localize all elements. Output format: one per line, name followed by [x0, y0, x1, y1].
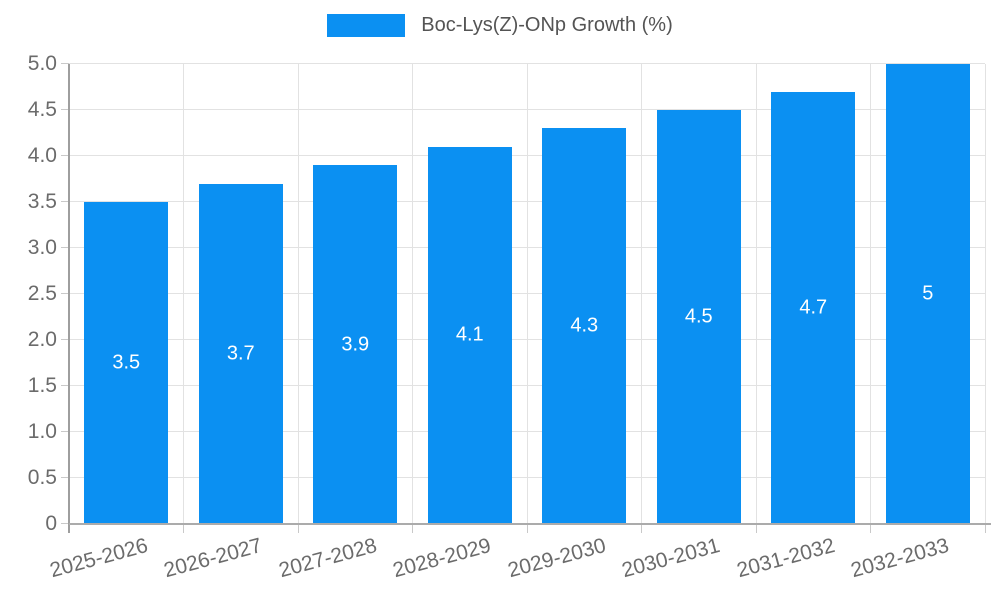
y-tick	[61, 385, 69, 386]
x-axis-tick-label: 2031-2032	[734, 534, 838, 583]
bar-value-label: 3.5	[112, 351, 141, 374]
x-tick	[641, 524, 642, 533]
y-tick	[61, 431, 69, 432]
bar[interactable]	[198, 183, 283, 523]
y-axis-tick-label: 1.0	[27, 420, 57, 443]
bar[interactable]	[313, 165, 398, 523]
legend[interactable]: Boc-Lys(Z)-ONp Growth (%)	[0, 14, 1000, 37]
bar[interactable]	[771, 91, 856, 523]
legend-label: Boc-Lys(Z)-ONp Growth (%)	[421, 14, 673, 36]
x-axis-tick-label: 2027-2028	[276, 534, 380, 583]
bar-value-label: 4.7	[799, 296, 828, 319]
y-axis-tick-label: 4.0	[27, 144, 57, 167]
legend-swatch	[327, 14, 406, 37]
bar-value-label: 3.7	[226, 342, 255, 365]
x-tick	[526, 524, 528, 533]
y-axis-tick-label: 3.0	[27, 236, 57, 259]
y-tick	[61, 339, 69, 340]
y-axis-line	[68, 64, 70, 533]
x-gridline	[412, 64, 413, 524]
x-axis-line	[69, 523, 991, 525]
y-tick	[61, 477, 69, 478]
y-axis-tick-label: 4.5	[27, 98, 57, 121]
bar-value-label: 4.5	[684, 305, 713, 328]
y-axis-tick-label: 0	[45, 512, 57, 535]
y-tick	[61, 523, 69, 524]
y-gridline	[69, 63, 985, 64]
y-tick	[61, 201, 69, 202]
x-axis-tick-label: 2030-2031	[619, 534, 723, 583]
bar[interactable]	[542, 128, 627, 523]
y-tick	[61, 63, 69, 64]
x-tick	[870, 524, 871, 533]
x-gridline	[755, 64, 757, 524]
x-tick	[984, 524, 986, 533]
x-gridline	[984, 64, 986, 524]
bar-value-label: 3.9	[341, 333, 370, 356]
y-tick	[61, 293, 69, 294]
bar[interactable]	[656, 110, 741, 523]
x-gridline	[297, 64, 299, 524]
x-axis-tick-label: 2025-2026	[47, 534, 151, 583]
x-tick	[183, 524, 184, 533]
bar[interactable]	[885, 64, 970, 523]
bar[interactable]	[427, 146, 512, 523]
x-tick	[755, 524, 757, 533]
x-axis-tick-label: 2032-2033	[848, 534, 952, 583]
y-tick	[61, 155, 69, 156]
y-tick	[61, 247, 69, 248]
y-axis-tick-label: 0.5	[27, 466, 57, 489]
x-axis-tick-label: 2029-2030	[505, 534, 609, 583]
y-axis-tick-label: 2.0	[27, 328, 57, 351]
x-gridline	[526, 64, 528, 524]
bar-value-label: 4.1	[455, 323, 484, 346]
x-gridline	[641, 64, 642, 524]
x-tick	[412, 524, 413, 533]
x-gridline	[183, 64, 184, 524]
x-axis-tick-label: 2028-2029	[390, 534, 494, 583]
bar-value-label: 5	[922, 282, 934, 305]
y-tick	[61, 109, 69, 110]
y-axis-tick-label: 3.5	[27, 190, 57, 213]
bar[interactable]	[84, 202, 169, 523]
x-gridline	[870, 64, 871, 524]
x-tick	[297, 524, 299, 533]
y-axis-tick-label: 5.0	[27, 52, 57, 75]
y-axis-tick-label: 1.5	[27, 374, 57, 397]
bar-value-label: 4.3	[570, 314, 599, 337]
y-axis-tick-label: 2.5	[27, 282, 57, 305]
x-axis-tick-label: 2026-2027	[161, 534, 265, 583]
